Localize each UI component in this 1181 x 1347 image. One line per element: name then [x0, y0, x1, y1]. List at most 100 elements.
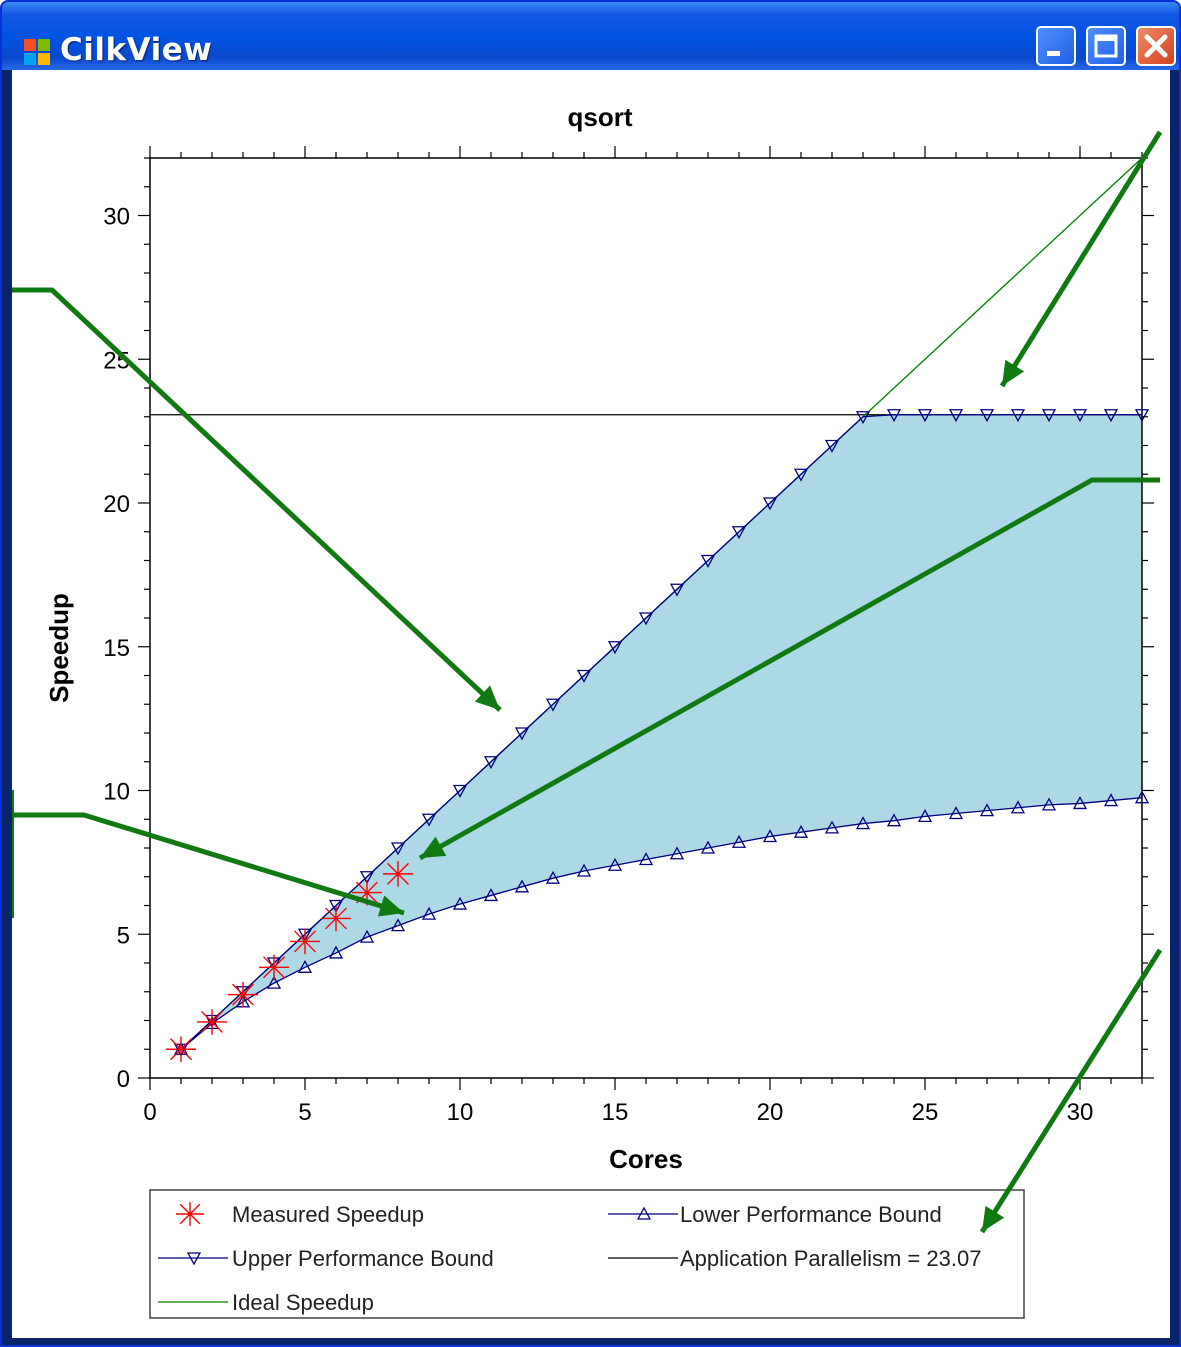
annotation-arrow	[12, 287, 502, 712]
x-tick-label: 0	[143, 1099, 156, 1126]
upper-bound-point	[359, 871, 375, 885]
upper-bound-point	[669, 583, 685, 597]
lower-bound-point	[638, 852, 654, 866]
lower-bound-point	[669, 846, 685, 860]
minimize-icon	[1047, 51, 1060, 56]
lower-bound-point	[855, 816, 871, 830]
legend-marker-lower	[636, 1206, 652, 1220]
annotation-arrows	[12, 130, 1163, 1234]
upper-bound-point	[638, 612, 654, 626]
lower-bound-point	[917, 809, 933, 823]
bound-region	[181, 414, 1142, 1050]
legend-label: Application Parallelism = 23.07	[680, 1246, 981, 1271]
lower-bound-point	[700, 840, 716, 854]
close-button[interactable]	[1136, 26, 1176, 66]
legend-marker-measured	[176, 1202, 204, 1226]
lower-bound-point	[1103, 793, 1119, 807]
upper-bound-point	[793, 468, 809, 482]
upper-bound-point	[1134, 409, 1150, 423]
upper-bound-point	[452, 784, 468, 798]
upper-bound-point	[917, 409, 933, 423]
lower-bound-point	[328, 945, 344, 959]
windows-app-icon	[24, 39, 50, 65]
legend-label: Measured Speedup	[232, 1202, 424, 1227]
annotation-arrow	[418, 477, 1160, 861]
maximize-icon	[1094, 34, 1118, 58]
upper-bound-point	[762, 497, 778, 511]
annotation-bar	[12, 790, 14, 918]
legend-marker-upper	[186, 1252, 202, 1266]
x-tick-label: 5	[298, 1099, 311, 1126]
lower-bound-point	[824, 820, 840, 834]
chart-title: qsort	[568, 102, 633, 132]
upper-bound-point	[886, 409, 902, 423]
x-tick-label: 20	[757, 1099, 784, 1126]
upper-bound-point	[607, 641, 623, 655]
lower-bound-point	[979, 803, 995, 817]
lower-bound-point	[297, 959, 313, 973]
lower-bound-point	[1010, 800, 1026, 814]
annotation-arrow	[999, 130, 1163, 388]
lower-bound-point	[793, 824, 809, 838]
window-title: CilkView	[60, 32, 213, 68]
annotation-arrowhead	[474, 685, 500, 710]
series-markers	[166, 409, 1150, 1062]
minimize-button[interactable]	[1036, 26, 1076, 66]
upper-bound-point	[545, 698, 561, 712]
annotation-arrowhead	[982, 1205, 1005, 1232]
lower-bound-point	[731, 834, 747, 848]
lower-bound-point	[607, 857, 623, 871]
upper-bound-point	[1010, 409, 1026, 423]
upper-bound-point	[514, 727, 530, 741]
lower-bound-point	[359, 929, 375, 943]
upper-bound-point	[421, 813, 437, 827]
y-tick-label: 10	[103, 779, 130, 806]
legend-box	[149, 1189, 1025, 1319]
y-tick-label: 15	[103, 635, 130, 662]
lower-bound-point	[948, 806, 964, 820]
maximize-button[interactable]	[1086, 26, 1126, 66]
upper-bound-point	[1103, 409, 1119, 423]
legend-label: Upper Performance Bound	[232, 1246, 494, 1271]
upper-bound-point	[700, 554, 716, 568]
lower-bound-point	[390, 918, 406, 932]
title-bar[interactable]: CilkView	[2, 2, 1179, 70]
annotation-arrowhead	[1002, 359, 1025, 386]
upper-bound-point	[979, 409, 995, 423]
y-tick-label: 5	[117, 922, 130, 949]
y-tick-label: 30	[103, 204, 130, 231]
upper-bound-point	[1041, 409, 1057, 423]
measured-speedup-point	[228, 981, 258, 1008]
lower-bound-point	[576, 863, 592, 877]
y-axis-title: Speedup	[44, 593, 74, 703]
x-tick-label: 30	[1067, 1099, 1094, 1126]
close-icon	[1144, 34, 1168, 58]
y-tick-label: 20	[103, 491, 130, 518]
upper-bound-point	[731, 526, 747, 540]
measured-speedup-point	[259, 954, 289, 981]
chart-client-area: qsort 0 5 10 15 20 25 30 0 5 10 15 20 25 30 Cores Spe…	[12, 70, 1170, 1338]
upper-bound-point	[576, 669, 592, 683]
x-tick-label: 25	[912, 1099, 939, 1126]
upper-bound-point	[824, 439, 840, 453]
lower-bound-point	[266, 975, 282, 989]
lower-bound-point	[886, 813, 902, 827]
x-axis-title: Cores	[609, 1144, 683, 1174]
chart-legend: Measured Speedup Lower Performance Bound U…	[149, 1189, 1025, 1319]
measured-speedup-point	[321, 905, 351, 932]
bound-fill	[181, 414, 1142, 1050]
y-tick-label: 0	[117, 1066, 130, 1093]
x-tick-label: 15	[602, 1099, 629, 1126]
measured-speedup-point	[197, 1009, 227, 1035]
upper-bound-point	[390, 842, 406, 856]
lower-bound-line	[180, 797, 1143, 1050]
annotation-arrowhead	[420, 836, 447, 858]
lower-bound-point	[452, 896, 468, 910]
lower-bound-point	[483, 888, 499, 902]
x-tick-label: 10	[447, 1099, 474, 1126]
measured-speedup-point	[290, 928, 320, 955]
legend-label: Lower Performance Bound	[680, 1202, 942, 1227]
